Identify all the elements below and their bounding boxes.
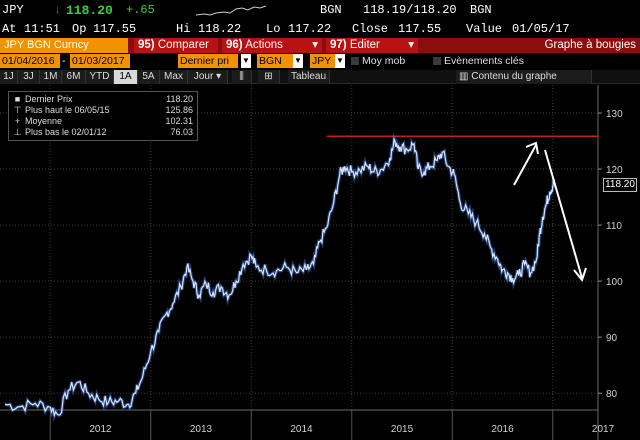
edit-number: 97) [330,39,347,51]
moving-average-label: Moy mob [362,55,406,67]
bid-ask: 118.19/118.20 [363,3,457,17]
ticker-bar: JPY ↓ 118.20 +.65 BGN 118.19/118.20 BGN [0,0,640,20]
period-1y[interactable]: 1A [114,70,138,84]
chart-legend: ■ Dernier Prix 118.20 ⊤ Plus haut le 06/… [8,91,198,141]
source-label: BGN [320,3,342,17]
high-marker-icon: ⊤ [13,105,22,115]
candlestick-icon[interactable]: ⫼ [232,70,252,84]
price-change: +.65 [126,3,155,17]
key-events-checkbox[interactable] [433,57,441,65]
x-tick-label: 2015 [391,424,414,435]
actions-number: 96) [226,39,243,51]
high-value: 118.22 [198,22,242,36]
open-value: 117.55 [93,22,137,36]
last-price-badge: 118.20 [603,178,637,192]
up-arrow-annotation [513,141,539,186]
y-tick-label: 90 [606,333,618,344]
last-price: 118.20 [66,3,113,18]
y-tick-label: 110 [606,221,622,232]
value-date: 01/05/17 [512,22,570,36]
open-label: Op [72,22,87,36]
security-title: JPY BGN Curncy [0,38,128,53]
quote-time: 11:51 [24,22,61,36]
low-marker-icon: ⊥ [13,127,22,137]
period-6m[interactable]: 6M [62,70,86,84]
compare-label: Comparer [157,39,209,51]
quote-detail-bar: At 11:51 Op 117.55 Hi 118.22 Lo 117.22 C… [0,20,640,38]
down-arrow-annotation [544,149,587,283]
ticker-symbol: JPY [2,3,24,17]
currency-select[interactable]: JPY [310,54,336,68]
actions-label: Actions [245,39,283,51]
legend-last-price: ■ Dernier Prix 118.20 [14,94,193,104]
date-separator: - [62,55,66,67]
edit-label: Editer [349,39,380,51]
intraday-sparkline [196,5,267,16]
chart-content-button[interactable]: ▥ Contenu du graphe [456,70,592,84]
price-series-line [4,136,555,418]
table-button[interactable]: Tableau [288,70,331,84]
frequency-select[interactable]: Jour ▾ [188,70,228,84]
compare-button[interactable]: 95) Comparer [134,38,218,53]
x-tick-label: 2012 [89,424,112,435]
chart-content-label: Contenu du graphe [471,71,557,82]
legend-average: + Moyenne 102.31 [14,116,193,126]
close-value: 117.55 [398,22,442,36]
chevron-down-icon[interactable]: ▼ [335,54,345,68]
indicator-toggle-icon[interactable]: ⊞ [258,70,280,84]
period-1d[interactable]: 1J [0,70,18,84]
source-label-2: BGN [470,3,492,17]
x-tick-label: 2014 [290,424,313,435]
square-icon: ■ [14,94,21,104]
period-5y[interactable]: 5A [138,70,160,84]
chart-type-label[interactable]: Graphe à bougies [544,39,636,51]
legend-low: ⊥ Plus bas le 02/01/12 76.03 [13,127,193,137]
chevron-down-icon: ▾ [216,71,222,82]
y-tick-label: 80 [606,389,618,400]
period-3d[interactable]: 3J [18,70,40,84]
period-ytd[interactable]: YTD [86,70,114,84]
bar-chart-icon: ▥ [459,71,472,82]
period-toolbar: 1J 3J 1M 6M YTD 1A 5A Max Jour ▾ ⫼ ⊞ Tab… [0,70,640,84]
legend-high: ⊤ Plus haut le 06/05/15 125.86 [13,105,193,115]
chart-settings-row: 01/04/2016 - 01/03/2017 Dernier pri ▼ BG… [0,54,640,69]
price-chart[interactable]: 80 90 100 110 120 130 2012 2013 2014 2015 2016 201… [0,85,640,440]
price-type-select[interactable]: Dernier pri [178,54,238,68]
frequency-label: Jour [193,71,214,82]
period-1m[interactable]: 1M [40,70,62,84]
at-label: At [2,22,17,36]
y-tick-label: 100 [606,277,623,288]
chevron-down-icon[interactable]: ▼ [293,54,303,68]
chevron-down-icon: ▾ [312,39,318,51]
x-tick-label: 2017 [592,424,615,435]
end-date-field[interactable]: 01/03/2017 [70,54,130,68]
value-label: Value [466,22,503,36]
actions-menu[interactable]: 96) Actions ▾ [222,38,322,53]
start-date-field[interactable]: 01/04/2016 [0,54,60,68]
low-value: 117.22 [288,22,332,36]
period-max[interactable]: Max [160,70,188,84]
average-marker-icon: + [14,116,21,126]
chevron-down-icon[interactable]: ▼ [241,54,251,68]
x-tick-label: 2013 [190,424,213,435]
price-down-arrow-icon: ↓ [54,3,62,17]
menu-bar: JPY BGN Curncy 95) Comparer 96) Actions … [0,38,640,53]
y-tick-label: 130 [606,109,623,120]
y-tick-label: 120 [606,165,623,176]
high-label: Hi [176,22,191,36]
moving-average-checkbox[interactable] [351,57,359,65]
chevron-down-icon: ▾ [408,39,414,51]
key-events-label: Evènements clés [444,55,524,67]
compare-number: 95) [138,39,155,51]
close-label: Close [352,22,389,36]
x-tick-label: 2016 [491,424,514,435]
low-label: Lo [266,22,281,36]
source-select[interactable]: BGN [257,54,301,68]
edit-menu[interactable]: 97) Editer ▾ [326,38,418,53]
